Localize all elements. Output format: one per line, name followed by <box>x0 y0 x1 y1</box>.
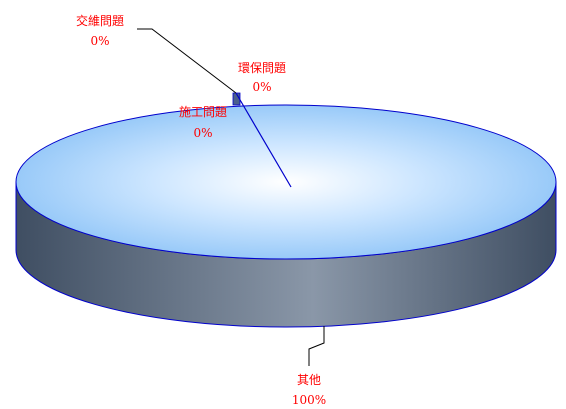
label-施工問題-value: 0% <box>193 126 212 140</box>
pie-slice-其他 <box>15 104 557 260</box>
leader-line-其他 <box>308 326 325 366</box>
label-交維問題-value: 0% <box>90 34 109 48</box>
label-交維問題-name: 交維問題 <box>76 13 124 28</box>
label-環保問題-name: 環保問題 <box>238 61 286 75</box>
label-施工問題-name: 施工問題 <box>179 105 227 119</box>
label-環保問題-value: 0% <box>252 80 271 94</box>
leader-line-交維問題 <box>137 28 237 94</box>
label-其他-value: 100% <box>292 393 326 407</box>
label-其他-name: 其他 <box>297 373 321 387</box>
slice-separator-line <box>235 92 292 188</box>
